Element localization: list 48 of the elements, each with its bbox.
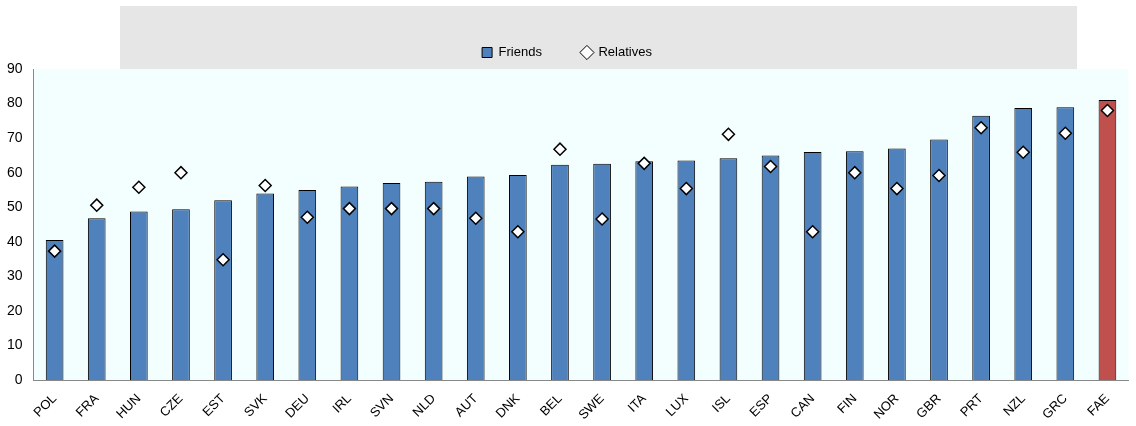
x-tick-label: NZL: [999, 390, 1028, 419]
y-tick-label: 20: [6, 301, 23, 318]
legend-label: Friends: [498, 44, 543, 60]
point: [805, 225, 820, 239]
point: [89, 198, 104, 212]
point: [132, 180, 146, 194]
y-tick-label: 0: [14, 370, 23, 387]
point: [47, 244, 62, 258]
point: [1016, 145, 1030, 160]
point: [890, 181, 904, 196]
point: [511, 225, 525, 239]
point: [1100, 103, 1115, 118]
x-tick-label: FRA: [72, 390, 102, 420]
point: [258, 178, 272, 193]
point: [469, 211, 483, 226]
point: [721, 127, 736, 142]
point: [553, 142, 567, 156]
y-tick-label: 30: [6, 267, 23, 284]
point: [174, 165, 188, 180]
y-tick-label: 70: [6, 128, 23, 145]
point: [300, 210, 315, 225]
y-tick-label: 80: [6, 94, 23, 111]
x-tick-label: IRL: [329, 390, 355, 416]
x-tick-label: POL: [30, 390, 60, 420]
point: [595, 212, 609, 226]
y-tick-label: 50: [6, 198, 23, 215]
point: [426, 201, 441, 216]
point: [637, 156, 651, 171]
legend-label: Relatives: [598, 44, 653, 60]
x-tick-label: ITA: [624, 390, 650, 415]
point: [1058, 126, 1073, 141]
x-tick-label: ISL: [708, 390, 734, 415]
x-tick-label: FAE: [1084, 390, 1113, 419]
y-tick-label: 40: [6, 232, 23, 249]
y-tick-label: 90: [6, 59, 23, 76]
point: [974, 121, 988, 135]
point: [216, 253, 230, 267]
point: [848, 165, 862, 180]
point: [763, 159, 778, 174]
x-tick-label: NLD: [409, 390, 439, 420]
x-tick-label: BEL: [536, 390, 565, 419]
point: [932, 168, 946, 183]
y-tick-label: 10: [6, 336, 23, 353]
point: [384, 201, 399, 216]
x-tick-label: FIN: [834, 390, 860, 417]
y-tick-label: 60: [6, 163, 23, 180]
point: [342, 201, 357, 216]
point: [679, 181, 694, 196]
